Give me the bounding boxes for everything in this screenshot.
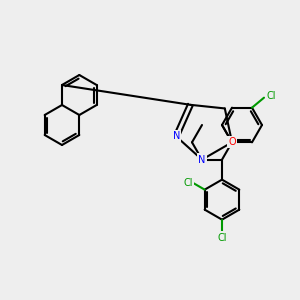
Text: Cl: Cl [184, 178, 193, 188]
Text: N: N [198, 154, 206, 165]
Text: N: N [172, 131, 180, 142]
Text: Cl: Cl [266, 91, 276, 101]
Text: Cl: Cl [217, 232, 227, 243]
Text: O: O [228, 137, 236, 147]
